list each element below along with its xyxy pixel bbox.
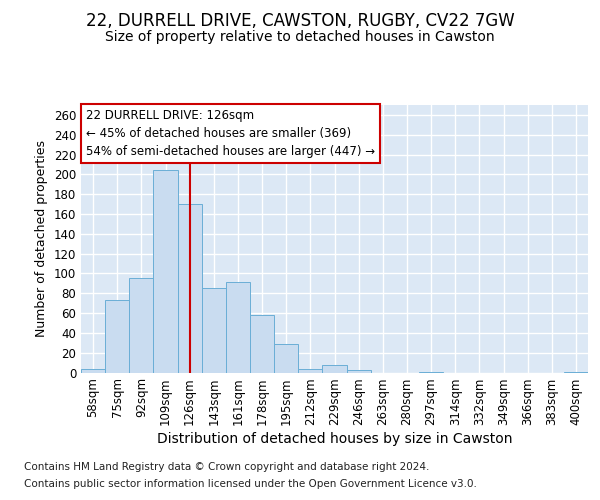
Bar bbox=[105, 300, 129, 372]
Bar bbox=[154, 170, 178, 372]
Text: Contains HM Land Registry data © Crown copyright and database right 2024.: Contains HM Land Registry data © Crown c… bbox=[24, 462, 430, 472]
Text: 22, DURRELL DRIVE, CAWSTON, RUGBY, CV22 7GW: 22, DURRELL DRIVE, CAWSTON, RUGBY, CV22 … bbox=[86, 12, 514, 30]
Bar bbox=[274, 344, 298, 372]
Bar bbox=[347, 370, 371, 372]
Bar bbox=[81, 368, 105, 372]
X-axis label: Distribution of detached houses by size in Cawston: Distribution of detached houses by size … bbox=[157, 432, 512, 446]
Text: Size of property relative to detached houses in Cawston: Size of property relative to detached ho… bbox=[105, 30, 495, 44]
Y-axis label: Number of detached properties: Number of detached properties bbox=[35, 140, 48, 337]
Bar bbox=[322, 364, 347, 372]
Bar bbox=[250, 315, 274, 372]
Bar bbox=[178, 204, 202, 372]
Bar bbox=[298, 368, 322, 372]
Text: Contains public sector information licensed under the Open Government Licence v3: Contains public sector information licen… bbox=[24, 479, 477, 489]
Text: 22 DURRELL DRIVE: 126sqm
← 45% of detached houses are smaller (369)
54% of semi-: 22 DURRELL DRIVE: 126sqm ← 45% of detach… bbox=[86, 109, 375, 158]
Bar bbox=[129, 278, 154, 372]
Bar bbox=[202, 288, 226, 372]
Bar bbox=[226, 282, 250, 372]
